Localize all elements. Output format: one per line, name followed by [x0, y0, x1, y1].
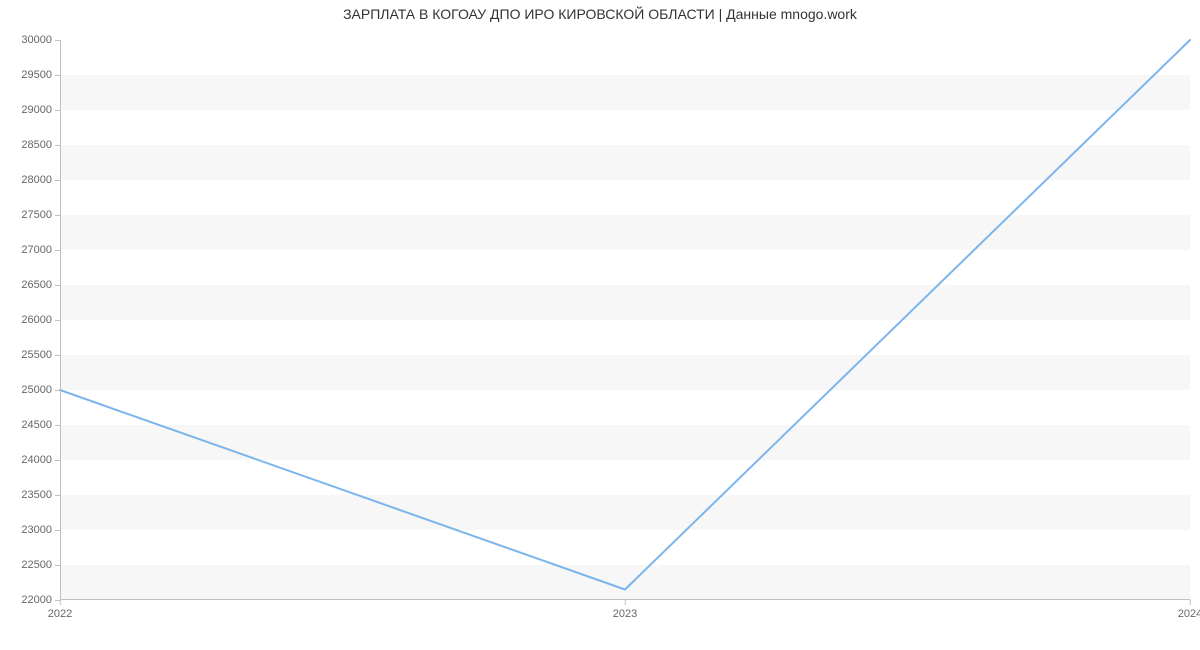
- x-tick-label: 2023: [613, 600, 637, 620]
- y-tick-label: 27000: [21, 244, 60, 256]
- y-tick-label: 29000: [21, 104, 60, 116]
- y-tick-label: 29500: [21, 69, 60, 81]
- y-tick-label: 30000: [21, 34, 60, 46]
- y-tick-label: 25500: [21, 349, 60, 361]
- y-tick-label: 23500: [21, 489, 60, 501]
- y-tick-label: 25000: [21, 384, 60, 396]
- y-tick-label: 27500: [21, 209, 60, 221]
- x-tick-label: 2022: [48, 600, 72, 620]
- x-tick-label: 2024: [1178, 600, 1200, 620]
- y-tick-label: 24500: [21, 419, 60, 431]
- y-tick-label: 22500: [21, 559, 60, 571]
- y-tick-label: 28000: [21, 174, 60, 186]
- chart-title: ЗАРПЛАТА В КОГОАУ ДПО ИРО КИРОВСКОЙ ОБЛА…: [0, 6, 1200, 22]
- plot-area: 2200022500230002350024000245002500025500…: [60, 40, 1190, 600]
- y-tick-label: 23000: [21, 524, 60, 536]
- y-tick-label: 28500: [21, 139, 60, 151]
- series-line-salary: [60, 40, 1190, 590]
- salary-line-chart: ЗАРПЛАТА В КОГОАУ ДПО ИРО КИРОВСКОЙ ОБЛА…: [0, 0, 1200, 650]
- y-tick-label: 24000: [21, 454, 60, 466]
- y-tick-label: 26000: [21, 314, 60, 326]
- line-layer: [60, 40, 1190, 600]
- y-tick-label: 26500: [21, 279, 60, 291]
